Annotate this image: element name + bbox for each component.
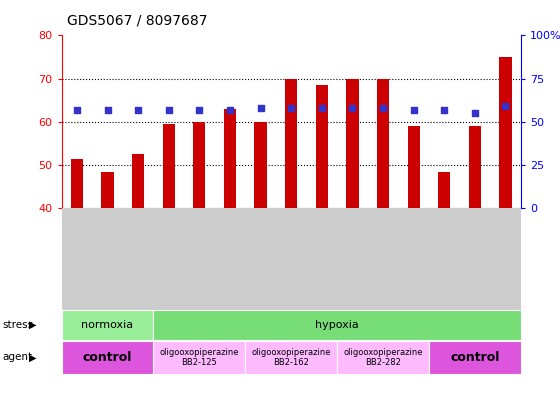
- Text: ▶: ▶: [29, 320, 36, 330]
- Text: hypoxia: hypoxia: [315, 320, 359, 330]
- Bar: [438, 171, 450, 208]
- Text: oligooxopiperazine
BB2-162: oligooxopiperazine BB2-162: [251, 348, 331, 367]
- Point: [134, 107, 143, 113]
- Point: [226, 107, 235, 113]
- Bar: [285, 79, 297, 208]
- Bar: [346, 79, 358, 208]
- Point: [103, 107, 112, 113]
- Bar: [224, 109, 236, 208]
- Point: [379, 105, 388, 111]
- Point: [318, 105, 326, 111]
- Text: control: control: [83, 351, 132, 364]
- Bar: [377, 79, 389, 208]
- Bar: [101, 171, 114, 208]
- Point: [195, 107, 204, 113]
- Point: [287, 105, 296, 111]
- Bar: [193, 122, 206, 208]
- Point: [348, 105, 357, 111]
- Bar: [316, 85, 328, 208]
- Text: stress: stress: [3, 320, 34, 330]
- Text: normoxia: normoxia: [81, 320, 134, 330]
- Bar: [71, 159, 83, 208]
- Text: control: control: [450, 351, 500, 364]
- Bar: [469, 126, 481, 208]
- Bar: [500, 57, 512, 208]
- Bar: [254, 122, 267, 208]
- Text: agent: agent: [3, 353, 33, 362]
- Point: [164, 107, 173, 113]
- Point: [256, 105, 265, 111]
- Text: GDS5067 / 8097687: GDS5067 / 8097687: [67, 14, 208, 28]
- Bar: [62, 208, 521, 393]
- Point: [501, 103, 510, 109]
- Point: [409, 107, 418, 113]
- Text: ▶: ▶: [29, 353, 36, 362]
- Text: oligooxopiperazine
BB2-282: oligooxopiperazine BB2-282: [343, 348, 423, 367]
- Point: [440, 107, 449, 113]
- Text: oligooxopiperazine
BB2-125: oligooxopiperazine BB2-125: [160, 348, 239, 367]
- Bar: [408, 126, 420, 208]
- Point: [470, 110, 479, 116]
- Bar: [162, 124, 175, 208]
- Bar: [132, 154, 144, 208]
- Point: [72, 107, 81, 113]
